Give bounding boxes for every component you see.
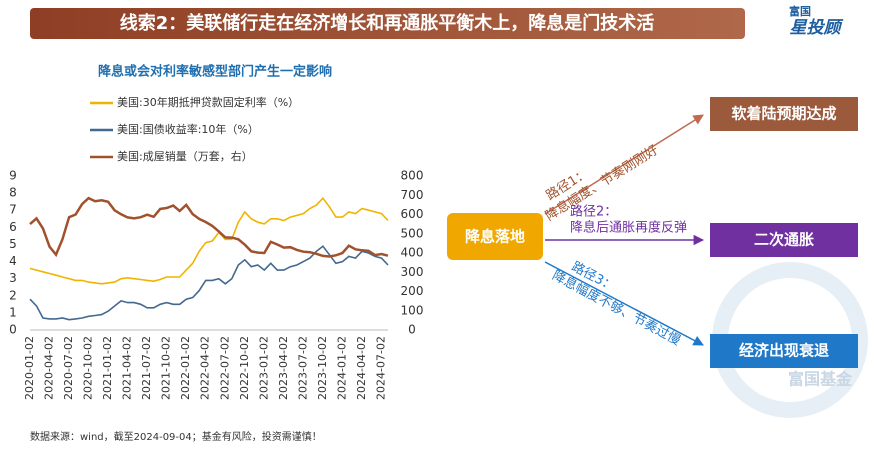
y2-tick-label: 500 [401, 226, 424, 240]
y2-tick-label: 600 [401, 207, 424, 221]
legend-label: 美国:30年期抵押贷款固定利率（%） [117, 95, 299, 109]
y-tick-label: 6 [9, 220, 17, 234]
y-tick-label: 1 [9, 305, 17, 319]
x-tick-label: 2021-07-02 [140, 336, 153, 400]
target-label: 软着陆预期达成 [731, 105, 836, 123]
logo-top: 富国 [789, 4, 811, 18]
y-tick-label: 0 [9, 323, 17, 337]
x-tick-label: 2024-01-02 [335, 336, 348, 400]
x-tick-label: 2020-10-02 [82, 336, 95, 400]
x-tick-label: 2021-01-02 [101, 336, 114, 400]
title-bar [30, 8, 745, 39]
y2-tick-label: 400 [401, 246, 424, 260]
x-tick-label: 2020-07-02 [62, 336, 75, 400]
x-tick-label: 2021-10-02 [160, 336, 173, 400]
series-line [29, 196, 389, 285]
x-tick-label: 2022-04-02 [199, 336, 212, 400]
path-label: 降息幅度不够、节奏过慢 [549, 267, 683, 348]
y2-tick-label: 800 [401, 169, 424, 183]
logo-main: 星投顾 [790, 18, 844, 38]
x-tick-label: 2022-07-02 [218, 336, 231, 400]
y-tick-label: 2 [9, 288, 17, 302]
source-box [447, 213, 543, 260]
y2-tick-label: 0 [408, 323, 416, 337]
x-tick-label: 2023-04-02 [277, 336, 290, 400]
series-line [29, 196, 389, 258]
x-tick-label: 2023-07-02 [296, 336, 309, 400]
path-label: 降息后通胀再度反弹 [570, 220, 687, 236]
target-label: 二次通胀 [754, 231, 814, 249]
series-line [29, 245, 389, 321]
y-tick-label: 7 [9, 203, 17, 217]
y-tick-label: 9 [9, 169, 17, 183]
target-box [710, 97, 858, 131]
y-tick-label: 4 [9, 254, 17, 268]
x-tick-label: 2024-07-02 [374, 336, 387, 400]
x-tick-label: 2024-04-02 [355, 336, 368, 400]
footer: 数据来源：wind，截至2024-09-04；基金有风险，投资需谨慎！ [30, 430, 322, 443]
x-tick-label: 2022-10-02 [238, 336, 251, 400]
path-label: 路径2： [570, 204, 617, 220]
slide-title: 线索2：美联储行走在经济增长和再通胀平衡木上，降息是门技术活 [120, 12, 655, 34]
arrow [544, 261, 704, 346]
target-label: 经济出现衰退 [739, 342, 829, 360]
chart-title: 降息或会对利率敏感型部门产生一定影响 [98, 64, 332, 80]
y-tick-label: 5 [9, 237, 17, 251]
legend-label: 美国:成屋销量（万套，右） [117, 149, 253, 163]
x-tick-label: 2023-10-02 [316, 336, 329, 400]
y2-tick-label: 700 [401, 188, 424, 202]
target-box [710, 334, 858, 368]
target-box [710, 223, 858, 257]
x-tick-label: 2023-01-02 [257, 336, 270, 400]
arrow [544, 114, 704, 215]
y2-tick-label: 300 [401, 265, 424, 279]
x-tick-label: 2022-01-02 [179, 336, 192, 400]
y-tick-label: 3 [9, 271, 17, 285]
y-tick-label: 8 [9, 186, 17, 200]
y2-tick-label: 100 [401, 303, 424, 317]
watermark: 富国基金 [788, 370, 853, 389]
y2-tick-label: 200 [401, 284, 424, 298]
x-tick-label: 2021-04-02 [121, 336, 134, 400]
legend-label: 美国:国债收益率:10年（%） [117, 122, 259, 136]
x-tick-label: 2020-04-02 [43, 336, 56, 400]
x-tick-label: 2020-01-02 [23, 336, 36, 400]
source-label: 降息落地 [465, 228, 525, 246]
